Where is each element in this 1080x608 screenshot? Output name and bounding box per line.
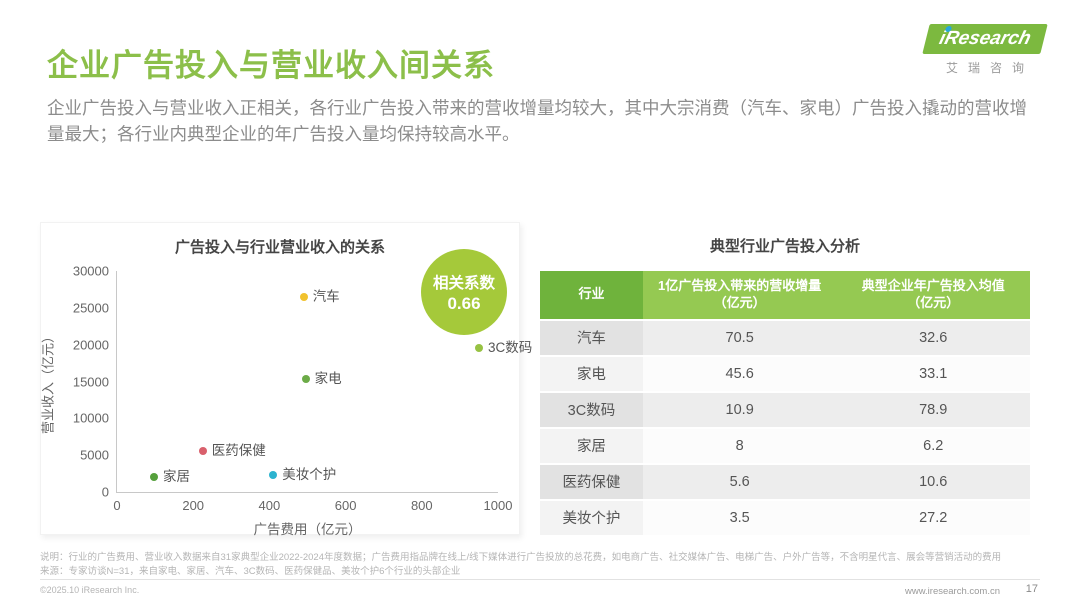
table-cell: 6.2 xyxy=(836,427,1030,465)
note-line-1: 说明：行业的广告费用、营业收入数据来自31家典型企业2022-2024年度数据；… xyxy=(40,552,1002,563)
y-tick: 15000 xyxy=(72,374,109,389)
x-axis-label: 广告费用（亿元） xyxy=(253,522,362,537)
x-tick: 0 xyxy=(113,498,121,513)
table-title: 典型行业广告投入分析 xyxy=(709,238,860,255)
y-tick: 25000 xyxy=(72,300,109,316)
table-cell: 45.6 xyxy=(642,355,837,393)
table-cell: 32.6 xyxy=(836,319,1030,357)
table-cell: 27.2 xyxy=(836,499,1030,537)
x-tick: 800 xyxy=(410,498,433,513)
y-tick: 20000 xyxy=(72,337,109,353)
industry-table: 行业 1亿广告投入带来的营收增量 （亿元） 典型企业年广告投入均值 （亿元） 汽车 7… xyxy=(540,271,1030,537)
point-dot-icon xyxy=(149,473,158,482)
table-cell: 10.9 xyxy=(642,391,837,429)
table-column-header: 典型企业年广告投入均值 （亿元） xyxy=(836,271,1030,321)
correlation-badge: 相关系数 0.66 xyxy=(421,249,507,335)
chart-title: 广告投入与行业营业收入的关系 xyxy=(174,239,385,256)
table-cell: 3.5 xyxy=(642,499,837,537)
page-title: 企业广告投入与营业收入间关系 xyxy=(47,48,495,83)
y-tick: 10000 xyxy=(72,410,109,426)
iresearch-logo: iResearch 艾瑞咨询 xyxy=(922,24,1048,76)
table-cell: 70.5 xyxy=(642,319,837,357)
copyright: ©2025.10 iResearch Inc. xyxy=(40,585,140,595)
x-tick: 1000 xyxy=(483,498,513,513)
table-cell: 医药保健 xyxy=(540,463,643,501)
table-cell: 汽车 xyxy=(540,319,643,357)
table-row: 美妆个护 3.5 27.2 xyxy=(540,499,1030,537)
table-cell: 33.1 xyxy=(836,355,1030,393)
note-line-2: 来源：专家访谈N=31，来自家电、家居、汽车、3C数码、医药保健品、美妆个护6个… xyxy=(40,565,461,577)
table-cell: 家电 xyxy=(540,355,643,393)
y-tick: 30000 xyxy=(72,263,109,279)
footnotes: 说明：行业的广告费用、营业收入数据来自31家典型企业2022-2024年度数据；… xyxy=(40,551,1040,579)
footer-divider xyxy=(40,579,1040,580)
point-dot-icon xyxy=(301,374,310,383)
y-axis-label: 营业收入（亿元） xyxy=(40,329,56,434)
table-cell: 5.6 xyxy=(642,463,837,501)
badge-label: 相关系数 xyxy=(432,274,495,292)
logo-brand: iResearch xyxy=(937,28,1034,49)
table-column-header: 1亿广告投入带来的营收增量 （亿元） xyxy=(642,271,837,321)
table-row: 3C数码 10.9 78.9 xyxy=(540,391,1030,429)
website-link[interactable]: www.iresearch.com.cn xyxy=(904,586,1000,597)
badge-value: 0.66 xyxy=(447,293,481,313)
point-label: 家居 xyxy=(162,469,190,485)
table-row: 家居 8 6.2 xyxy=(540,427,1030,465)
point-dot-icon xyxy=(474,344,483,353)
table-column-header: 行业 xyxy=(540,271,643,321)
table-cell: 家居 xyxy=(540,427,643,465)
point-label: 家电 xyxy=(314,370,342,386)
summary-text: 企业广告投入与营业收入正相关，各行业广告投入带来的营收增量均较大，其中大宗消费（… xyxy=(47,98,1027,144)
table-cell: 美妆个护 xyxy=(540,499,643,537)
table-header-row: 行业 1亿广告投入带来的营收增量 （亿元） 典型企业年广告投入均值 （亿元） xyxy=(540,271,1030,321)
table-row: 汽车 70.5 32.6 xyxy=(540,319,1030,357)
industry-table-panel: 典型行业广告投入分析 行业 1亿广告投入带来的营收增量 （亿元） 典型企业年广告投入… xyxy=(540,222,1030,537)
page-number: 17 xyxy=(1025,583,1038,595)
logo-brand-cn: 艾瑞咨询 xyxy=(945,61,1034,75)
point-dot-icon xyxy=(198,446,207,455)
point-label: 3C数码 xyxy=(487,340,533,356)
point-dot-icon xyxy=(299,292,308,301)
table-row: 家电 45.6 33.1 xyxy=(540,355,1030,393)
x-tick: 200 xyxy=(182,498,205,513)
y-tick: 5000 xyxy=(80,447,109,463)
table-cell: 8 xyxy=(642,427,837,465)
x-tick: 600 xyxy=(334,498,357,513)
point-label: 美妆个护 xyxy=(282,467,337,483)
table-cell: 10.6 xyxy=(836,463,1030,501)
table-cell: 3C数码 xyxy=(540,391,643,429)
point-dot-icon xyxy=(269,471,278,480)
logo-band: iResearch xyxy=(922,24,1048,54)
x-tick: 400 xyxy=(258,498,281,513)
scatter-chart-panel: 广告投入与行业营业收入的关系 相关系数 0.66 营业收入（亿元） 广告费用（亿… xyxy=(40,222,533,538)
y-tick: 0 xyxy=(101,484,109,500)
table-row: 医药保健 5.6 10.6 xyxy=(540,463,1030,501)
scatter-plot: 营业收入（亿元） 广告费用（亿元） 0 5000 10000 15000 20000 25… xyxy=(41,264,533,538)
table-cell: 78.9 xyxy=(836,391,1030,429)
point-label: 医药保健 xyxy=(211,442,266,458)
point-label: 汽车 xyxy=(312,288,340,304)
